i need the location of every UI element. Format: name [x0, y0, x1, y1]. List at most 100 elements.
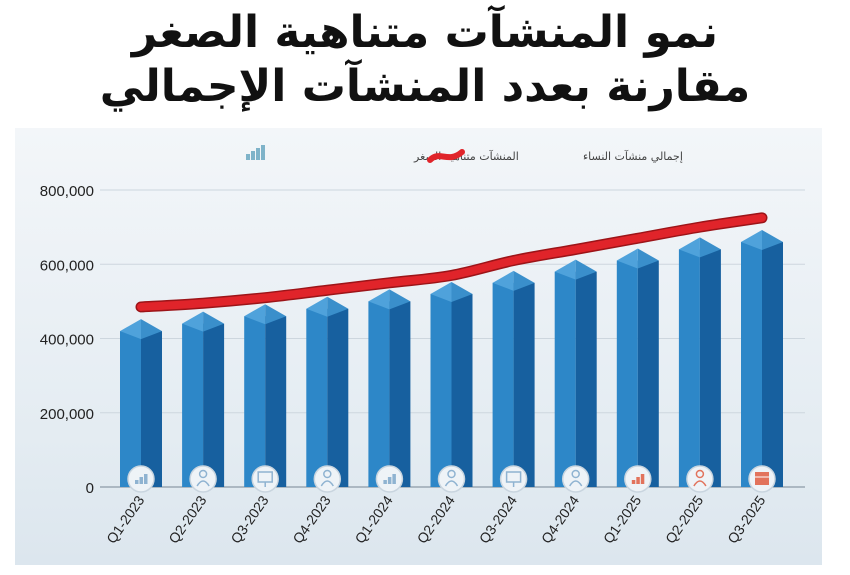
bar-front-right — [389, 301, 411, 487]
bar-cap-left — [120, 319, 141, 340]
legend-line-swatch — [427, 149, 465, 163]
bar-cap-left — [306, 296, 328, 317]
x-tick-label: Q1-2025 — [600, 492, 644, 546]
bar — [306, 296, 349, 493]
person-icon-body — [693, 480, 707, 487]
bar-cap-right — [203, 311, 225, 332]
bar-cap-right — [451, 281, 473, 302]
person-icon — [569, 469, 583, 487]
bar-cap-right — [575, 259, 597, 280]
y-tick-label: 200,000 — [40, 406, 94, 423]
x-tick-label: Q1-2023 — [103, 492, 147, 546]
bar-cap-left — [678, 237, 700, 258]
bar-cap-left — [492, 270, 514, 291]
bar-cap-left — [430, 281, 452, 302]
bar — [182, 311, 225, 493]
x-tick-label: Q1-2024 — [352, 492, 396, 546]
legend-bar-icon-part — [251, 151, 255, 160]
chart-icon-bar — [139, 477, 143, 484]
chart-title-line-2: مقارنة بعدد المنشآت الإجمالي — [99, 61, 751, 112]
person-icon — [693, 469, 707, 487]
bar-front-left — [741, 241, 762, 487]
person-icon-body — [196, 480, 210, 487]
bar-front-left — [678, 249, 700, 487]
person-icon-head — [323, 469, 332, 479]
bar-front-right — [451, 293, 473, 487]
chart-icon-bar — [135, 480, 139, 484]
bar-icon-badge — [251, 465, 279, 493]
bar-front-left — [182, 323, 204, 487]
bar-cap-right — [699, 237, 721, 258]
person-icon — [196, 469, 210, 487]
bar-front-right — [265, 316, 287, 487]
chart-icon-bar — [640, 474, 645, 484]
chart-icon-bar — [636, 477, 640, 484]
bar — [244, 304, 287, 493]
legend-label-bars: المنشآت متناهية الصغر — [413, 149, 519, 163]
bar-cap-right — [265, 304, 287, 325]
x-tick-label: Q3-2023 — [227, 492, 271, 546]
bar-cap-right — [327, 296, 349, 317]
chart-icon-bar — [631, 480, 636, 484]
person-icon-head — [695, 469, 705, 479]
bar-front-left — [306, 308, 328, 487]
shop-icon — [755, 472, 769, 485]
bar — [368, 289, 411, 493]
person-icon-head — [198, 469, 208, 479]
chart-icon — [631, 474, 645, 484]
bar-cap-left — [741, 229, 762, 250]
x-tick-label: Q2-2024 — [414, 492, 458, 546]
person-icon-body — [444, 480, 459, 487]
bar-front-left — [368, 301, 390, 487]
chart-icon-bar — [383, 480, 387, 484]
legend-bar-icon-part — [261, 145, 265, 160]
bar — [492, 270, 535, 493]
bar-cap-left — [616, 248, 638, 269]
bar-front-right — [575, 271, 597, 487]
bar-front-left — [120, 331, 141, 487]
bar-front-left — [616, 260, 638, 487]
board-icon — [257, 471, 273, 487]
bar-cap-right — [637, 248, 659, 269]
person-icon — [320, 469, 334, 487]
y-tick-label: 600,000 — [40, 257, 94, 274]
bar-front-right — [327, 308, 349, 487]
x-tick-label: Q4-2023 — [289, 492, 333, 546]
y-tick-label: 400,000 — [40, 332, 94, 349]
person-icon-body — [569, 480, 583, 487]
legend-bar-icon-part — [256, 148, 260, 160]
bar-cap-right — [141, 319, 162, 340]
x-tick-label: Q2-2023 — [165, 492, 209, 546]
bar-front-right — [699, 249, 721, 487]
chart-icon-bar — [392, 474, 396, 484]
bar-front-left — [492, 282, 514, 487]
bar — [678, 237, 721, 493]
bar — [616, 248, 659, 493]
bar-front-left — [244, 316, 266, 487]
legend-bar-icon-part — [246, 154, 250, 160]
bar-front-right — [141, 331, 162, 487]
bar-cap-left — [554, 259, 576, 280]
bar-icon-badge — [499, 465, 528, 493]
bar-front-right — [762, 241, 783, 487]
bar-cap-right — [389, 289, 411, 310]
bar-front-left — [430, 293, 452, 487]
shop-icon-body — [755, 472, 769, 485]
x-tick-label: Q2-2025 — [662, 492, 706, 546]
bar — [430, 281, 473, 493]
bar-cap-right — [513, 270, 535, 291]
bar-cap-left — [182, 311, 204, 332]
y-tick-label: 800,000 — [40, 183, 94, 200]
bar-front-right — [513, 282, 535, 487]
bar — [554, 259, 597, 493]
person-icon-body — [320, 480, 334, 487]
bar-cap-left — [244, 304, 266, 325]
bar-front-right — [203, 323, 225, 487]
bar-cap-right — [762, 229, 783, 250]
board-icon — [505, 471, 522, 487]
chart-icon — [135, 474, 148, 484]
x-tick-label: Q4-2024 — [538, 492, 582, 546]
chart-icon-bar — [144, 474, 148, 484]
y-tick-label: 0 — [86, 480, 94, 497]
